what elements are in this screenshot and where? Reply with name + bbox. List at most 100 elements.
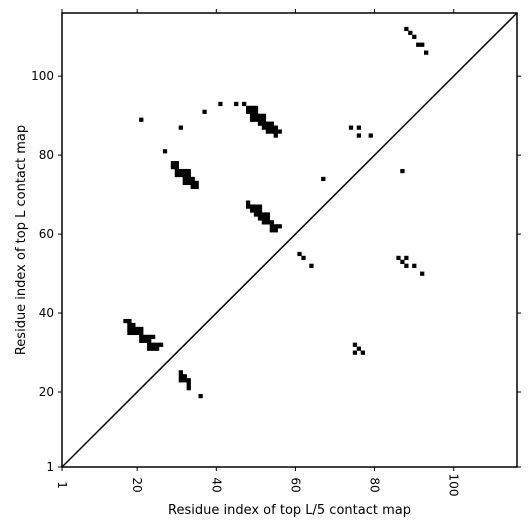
contact-point-68 xyxy=(245,204,251,209)
contact-point-71 xyxy=(257,204,263,209)
contact-point-10 xyxy=(139,117,144,122)
contact-point-6 xyxy=(202,109,207,114)
contact-point-39 xyxy=(273,133,278,138)
contact-point-122 xyxy=(147,346,152,351)
points-layer xyxy=(123,26,429,399)
contact-point-127 xyxy=(352,350,358,355)
y-tick-label-100: 100 xyxy=(31,69,54,83)
x-axis-label: Residue index of top L/5 contact map xyxy=(168,503,411,518)
x-tick-label-40: 40 xyxy=(209,477,223,492)
contact-point-43 xyxy=(368,133,373,138)
contact-point-57 xyxy=(186,172,191,178)
contact-point-82 xyxy=(261,220,267,225)
contact-point-37 xyxy=(273,129,278,134)
contact-point-23 xyxy=(249,117,255,122)
contact-point-72 xyxy=(249,208,255,213)
contact-point-42 xyxy=(356,133,362,138)
contact-point-123 xyxy=(151,346,156,351)
contact-point-108 xyxy=(131,330,136,336)
contact-point-102 xyxy=(131,322,136,328)
contact-point-86 xyxy=(273,224,278,229)
contact-point-128 xyxy=(360,350,365,355)
contact-point-135 xyxy=(186,382,191,387)
contact-point-54 xyxy=(174,172,180,178)
contact-point-30 xyxy=(269,121,274,126)
contact-point-18 xyxy=(253,109,259,114)
y-tick-label-1: 1 xyxy=(46,460,54,474)
y-axis-label: Residue index of top L contact map xyxy=(14,125,29,355)
contact-point-21 xyxy=(257,113,263,118)
contact-point-134 xyxy=(186,378,191,383)
contact-point-87 xyxy=(277,224,282,229)
contact-point-49 xyxy=(174,164,180,170)
contact-point-111 xyxy=(139,334,144,339)
contact-point-55 xyxy=(178,172,183,178)
contact-point-35 xyxy=(265,129,271,134)
contact-point-137 xyxy=(198,393,203,399)
contact-point-120 xyxy=(154,342,160,347)
contact-point-97 xyxy=(412,263,417,268)
contact-point-84 xyxy=(269,220,274,225)
contact-point-78 xyxy=(265,212,271,217)
contact-point-96 xyxy=(404,263,409,268)
contact-point-109 xyxy=(135,330,140,336)
contact-point-53 xyxy=(186,168,191,174)
diagonal-line xyxy=(62,13,517,467)
contact-point-129 xyxy=(178,370,183,375)
contact-point-104 xyxy=(131,326,136,332)
contact-point-130 xyxy=(178,374,183,379)
contact-point-16 xyxy=(245,109,251,114)
contact-point-61 xyxy=(182,180,187,186)
contact-point-48 xyxy=(170,164,176,170)
contact-point-65 xyxy=(190,184,195,189)
contact-point-26 xyxy=(261,117,267,122)
contact-point-119 xyxy=(151,342,156,347)
contact-point-69 xyxy=(249,204,255,209)
x-tick-label-20: 20 xyxy=(130,477,144,492)
contact-point-93 xyxy=(396,255,401,261)
contact-point-12 xyxy=(162,149,168,154)
contact-point-99 xyxy=(123,318,128,324)
contact-point-51 xyxy=(178,168,183,174)
contact-point-33 xyxy=(269,125,274,130)
contact-point-76 xyxy=(257,212,263,217)
contact-point-36 xyxy=(269,129,274,134)
contact-point-75 xyxy=(253,212,259,217)
contact-point-22 xyxy=(261,113,267,118)
contact-point-50 xyxy=(174,168,180,174)
contact-point-25 xyxy=(257,117,263,122)
contact-point-98 xyxy=(420,271,425,276)
contact-point-83 xyxy=(265,220,271,225)
contact-point-73 xyxy=(253,208,259,213)
contact-point-81 xyxy=(265,216,271,221)
plot-frame xyxy=(61,12,518,468)
contact-point-31 xyxy=(261,125,267,130)
contact-point-131 xyxy=(182,374,187,379)
contact-point-11 xyxy=(178,125,183,130)
contact-point-19 xyxy=(249,113,255,118)
contact-point-80 xyxy=(261,216,267,221)
contact-point-0 xyxy=(404,26,409,32)
contact-point-3 xyxy=(416,42,421,47)
contact-point-17 xyxy=(249,109,255,114)
contact-point-45 xyxy=(400,168,405,174)
contact-point-89 xyxy=(273,228,278,233)
contact-point-100 xyxy=(127,318,132,324)
contact-point-133 xyxy=(182,378,187,383)
contact-point-90 xyxy=(297,251,302,257)
contact-point-101 xyxy=(127,322,132,328)
contact-point-14 xyxy=(249,105,255,111)
contact-point-103 xyxy=(127,326,132,332)
contact-point-15 xyxy=(253,105,259,111)
contact-point-20 xyxy=(253,113,259,118)
contact-point-121 xyxy=(158,342,164,347)
contact-point-46 xyxy=(170,161,176,166)
contact-point-88 xyxy=(269,228,274,233)
contact-point-41 xyxy=(356,125,362,130)
y-tick-label-60: 60 xyxy=(39,227,54,241)
contact-point-105 xyxy=(135,326,140,332)
contact-point-4 xyxy=(420,42,425,47)
contact-point-44 xyxy=(321,176,326,182)
contact-point-112 xyxy=(143,334,148,339)
contact-point-94 xyxy=(400,259,405,264)
